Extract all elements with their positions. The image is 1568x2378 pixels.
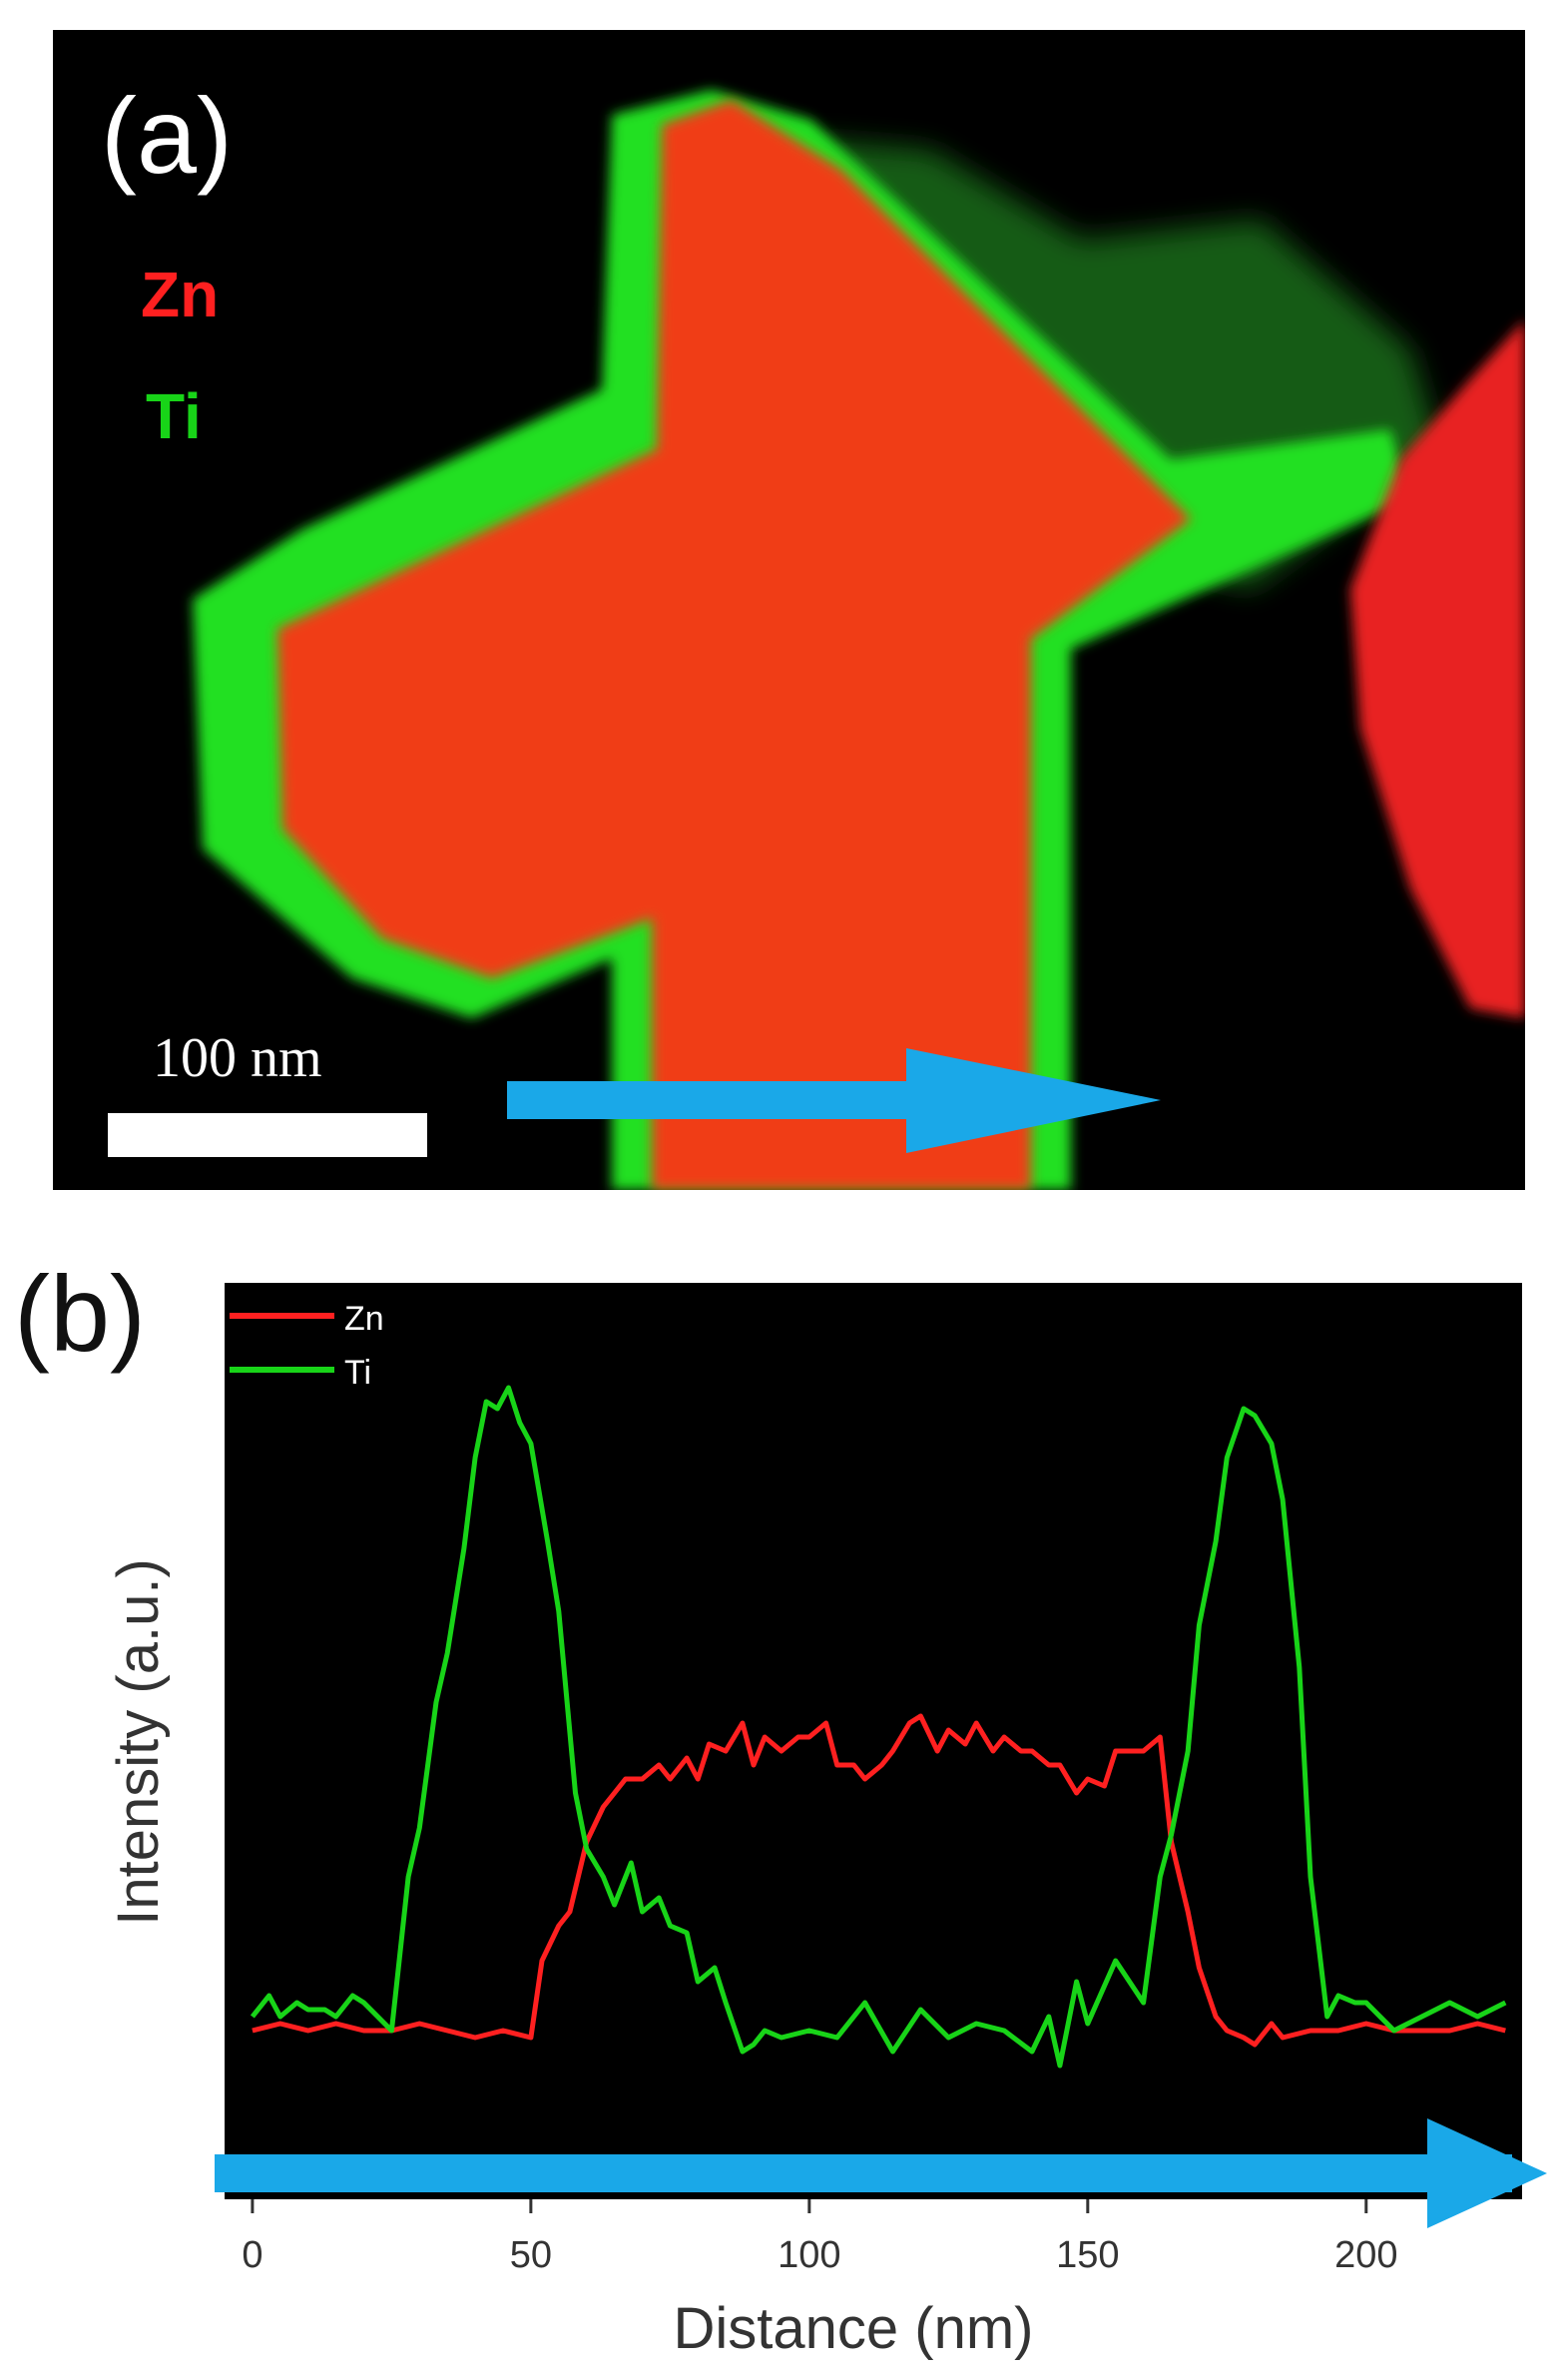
scale-bar-label: 100 nm — [153, 1027, 322, 1089]
x-tick-label: 0 — [242, 2234, 262, 2276]
series-line-ti — [250, 1385, 1507, 2069]
scale-bar — [108, 1113, 427, 1157]
panel-b-label: (b) — [14, 1253, 146, 1374]
elemental-map-image — [193, 90, 1525, 1190]
plot-area — [225, 1283, 1522, 2199]
x-axis-label: Distance (nm) — [674, 2296, 1034, 2361]
legend-ti-label: Ti — [146, 380, 202, 452]
legend-zn-label: Zn — [141, 259, 220, 330]
x-tick-label: 50 — [510, 2234, 552, 2276]
legend-zn-text: Zn — [344, 1300, 384, 1338]
x-tick-label: 150 — [1056, 2234, 1119, 2276]
series-line-zn — [252, 1713, 1506, 2048]
y-axis-label: Intensity (a.u.) — [106, 1558, 171, 1925]
panel-a-label: (a) — [101, 75, 233, 196]
x-tick-label: 200 — [1334, 2234, 1397, 2276]
distance-arrow — [215, 2154, 1512, 2192]
elemental-map-panel: (a) Zn Ti 100 nm — [53, 30, 1525, 1190]
line-scan-arrow — [507, 1081, 926, 1119]
x-tick-label: 100 — [778, 2234, 840, 2276]
legend-ti-text: Ti — [344, 1354, 371, 1392]
